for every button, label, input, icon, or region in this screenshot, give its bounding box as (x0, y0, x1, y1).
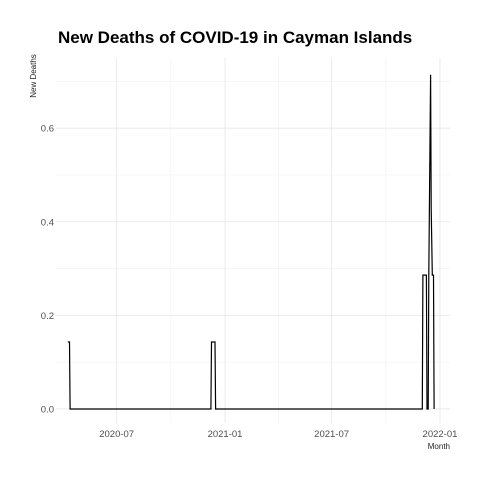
y-tick-label: 0.4 (41, 217, 54, 228)
x-tick-label: 2021-07 (314, 429, 349, 440)
tick-labels: 0.0 0.2 0.4 0.6 2020-07 2021-01 2021-07 2022-01 (41, 124, 458, 440)
series-layer (67, 74, 435, 410)
x-axis-label: Month (428, 442, 450, 451)
grid (56, 58, 450, 423)
y-axis-label: New Deaths (29, 54, 38, 98)
y-tick-label: 0.0 (41, 404, 54, 415)
chart-title: New Deaths of COVID-19 in Cayman Islands (58, 28, 412, 47)
y-tick-label: 0.2 (41, 311, 54, 322)
y-tick-label: 0.6 (41, 124, 54, 135)
x-tick-label: 2020-07 (99, 429, 134, 440)
x-tick-label: 2022-01 (423, 429, 458, 440)
x-tick-label: 2021-01 (208, 429, 243, 440)
series-line (67, 74, 435, 410)
